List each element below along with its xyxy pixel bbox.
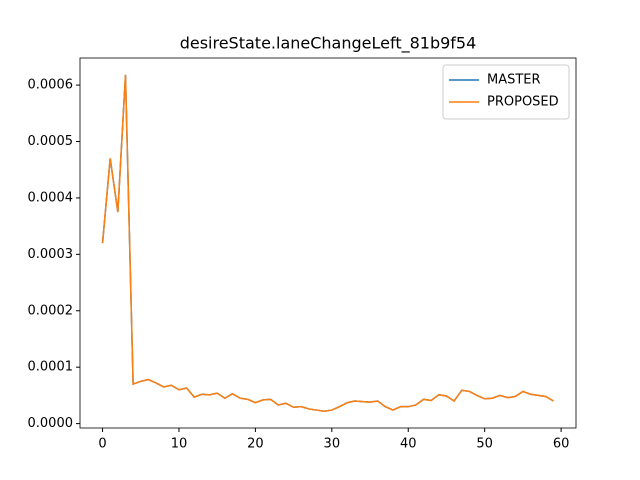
- x-tick-label: 50: [476, 437, 493, 452]
- x-tick-label: 60: [553, 437, 570, 452]
- x-tick-label: 10: [171, 437, 188, 452]
- x-tick-label: 20: [247, 437, 264, 452]
- legend-label: MASTER: [487, 73, 541, 88]
- y-tick-label: 0.0002: [28, 303, 74, 318]
- series-line: [101, 74, 554, 412]
- y-tick-label: 0.0005: [28, 134, 74, 149]
- y-tick-label: 0.0000: [28, 416, 74, 431]
- y-tick-label: 0.0003: [28, 247, 74, 262]
- legend-label: PROPOSED: [487, 95, 559, 110]
- x-tick-label: 40: [400, 437, 417, 452]
- chart-title: desireState.laneChangeLeft_81b9f54: [180, 34, 477, 54]
- legend-box: [442, 64, 570, 120]
- x-tick-label: 0: [98, 437, 106, 452]
- y-tick-label: 0.0006: [28, 78, 74, 93]
- y-tick-label: 0.0001: [28, 360, 74, 375]
- x-tick-label: 30: [324, 437, 341, 452]
- plot-frame: [79, 57, 577, 429]
- y-tick-label: 0.0004: [28, 190, 74, 205]
